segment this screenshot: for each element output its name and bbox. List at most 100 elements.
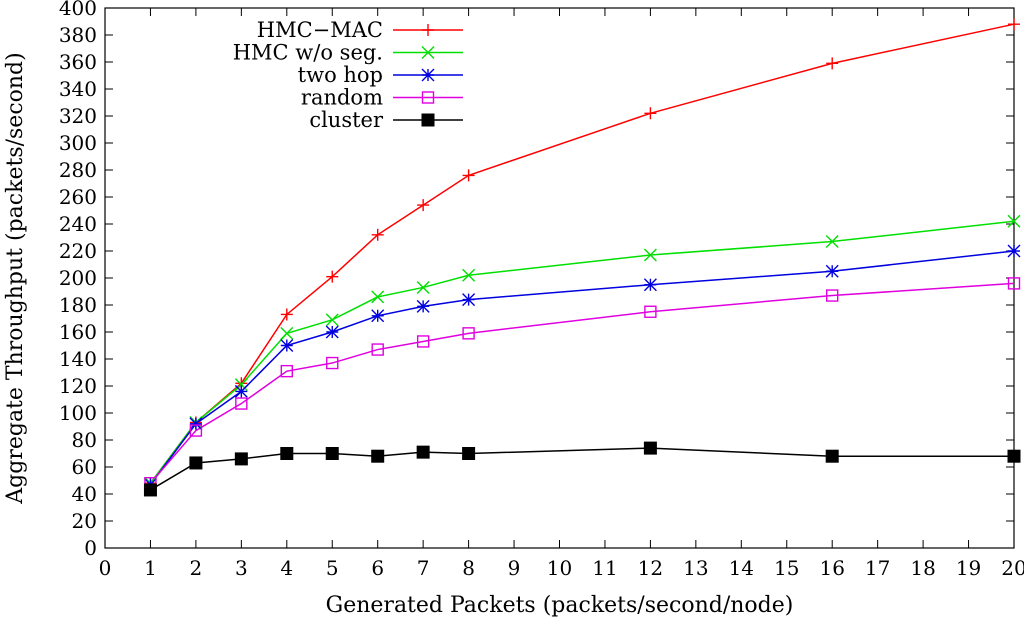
y-tick-label: 140 [59, 347, 97, 371]
data-point-hmc-w-o-seg [325, 313, 339, 327]
legend-marker-hmc-w-o-seg [421, 46, 435, 59]
data-point-cluster [416, 445, 430, 459]
data-point-hmc-mac [280, 308, 293, 321]
axis-ticks: 0 1 2 3 4 5 6 7 8 9 10 11 12 13 14 15 16 17 18 19 2002040608… [59, 0, 1024, 580]
data-point-cluster [280, 447, 294, 460]
series-line-random [149, 282, 1015, 484]
data-point-cluster [462, 447, 476, 460]
x-tick-label: 15 [774, 556, 799, 580]
y-tick-label: 240 [59, 212, 97, 236]
x-tick-label: 3 [235, 556, 248, 580]
data-point-hmc-mac [326, 270, 339, 283]
data-point-cluster [189, 456, 203, 470]
data-point-cluster [325, 447, 339, 460]
data-point-random [371, 343, 384, 356]
y-tick-label: 300 [59, 131, 97, 155]
legend-marker-hmc-mac [422, 24, 434, 36]
y-tick-label: 100 [59, 401, 97, 425]
data-point-cluster [371, 449, 385, 463]
legend-marker-random [421, 91, 435, 104]
x-tick-label: 4 [280, 556, 293, 580]
x-tick-label: 18 [910, 556, 935, 580]
y-tick-label: 80 [72, 428, 97, 452]
y-tick-label: 60 [72, 455, 97, 479]
data-point-hmc-mac [826, 57, 839, 70]
data-point-cluster [1007, 449, 1021, 463]
data-point-random [462, 327, 475, 340]
data-point-cluster [643, 441, 657, 455]
data-point-two-hop [1007, 244, 1021, 258]
data-point-cluster [234, 452, 248, 466]
data-point-hmc-mac [371, 228, 384, 241]
legend-label-cluster: cluster [309, 108, 384, 132]
x-tick-label: 7 [417, 556, 430, 580]
x-tick-label: 14 [729, 556, 754, 580]
data-point-cluster [825, 449, 839, 463]
y-tick-label: 0 [84, 536, 97, 560]
y-tick-label: 360 [59, 50, 97, 74]
data-point-cluster [143, 483, 157, 497]
y-tick-label: 280 [59, 158, 97, 182]
series-line-hmc-mac [149, 23, 1015, 484]
x-tick-label: 19 [956, 556, 981, 580]
plot-frame [104, 7, 1015, 549]
legend-marker-two-hop [421, 68, 435, 82]
x-tick-label: 8 [462, 556, 475, 580]
x-tick-label: 10 [547, 556, 572, 580]
data-point-random [189, 424, 203, 437]
data-point-hmc-w-o-seg [280, 326, 294, 340]
y-tick-label: 260 [59, 185, 97, 209]
x-tick-label: 5 [326, 556, 339, 580]
data-point-hmc-mac [1008, 18, 1020, 31]
data-point-random [1007, 277, 1021, 290]
x-axis-title: Generated Packets (packets/second/node) [326, 593, 794, 618]
data-point-two-hop [825, 264, 839, 278]
data-point-hmc-mac [417, 199, 430, 212]
data-point-two-hop [462, 293, 476, 307]
data-point-random [644, 305, 657, 318]
y-tick-label: 380 [59, 23, 97, 47]
data-point-hmc-w-o-seg [234, 378, 248, 392]
data-point-random [326, 356, 339, 370]
x-tick-label: 16 [819, 556, 844, 580]
x-tick-label: 11 [592, 556, 617, 580]
x-tick-label: 13 [683, 556, 708, 580]
x-tick-label: 0 [99, 556, 112, 580]
data-point-two-hop [189, 417, 203, 431]
data-point-hmc-w-o-seg [825, 235, 839, 249]
y-tick-label: 40 [72, 482, 97, 506]
x-tick-label: 1 [144, 556, 157, 580]
legend-marker-cluster [421, 113, 435, 127]
data-point-hmc-w-o-seg [371, 290, 385, 304]
y-tick-label: 120 [59, 374, 97, 398]
data-point-hmc-w-o-seg [643, 248, 657, 262]
x-tick-label: 6 [371, 556, 384, 580]
data-point-hmc-mac [462, 169, 475, 182]
data-point-two-hop [325, 325, 339, 339]
y-tick-label: 200 [59, 266, 97, 290]
legend-label-hmc-mac: HMC−MAC [257, 18, 383, 42]
x-tick-label: 2 [190, 556, 203, 580]
x-tick-label: 9 [508, 556, 521, 580]
y-tick-label: 220 [59, 239, 97, 263]
data-point-random [235, 397, 248, 410]
data-point-two-hop [234, 384, 248, 398]
y-tick-label: 400 [59, 0, 97, 20]
data-point-two-hop [280, 339, 294, 352]
data-markers [143, 18, 1021, 497]
data-point-two-hop [416, 299, 430, 313]
data-point-two-hop [643, 278, 657, 292]
series-line-cluster [150, 447, 1014, 491]
y-tick-label: 320 [59, 104, 97, 128]
series-lines [149, 23, 1015, 491]
data-point-hmc-w-o-seg [416, 280, 430, 294]
y-tick-label: 340 [59, 77, 97, 101]
x-tick-label: 20 [1001, 556, 1024, 580]
y-tick-label: 160 [59, 320, 97, 344]
data-point-hmc-w-o-seg [462, 268, 476, 282]
x-tick-label: 12 [638, 556, 663, 580]
data-point-hmc-mac [644, 107, 657, 120]
data-point-random [416, 335, 430, 348]
legend-label-hmc-w-o-seg: HMC w/o seg. [233, 41, 383, 65]
x-tick-label: 17 [865, 556, 890, 580]
